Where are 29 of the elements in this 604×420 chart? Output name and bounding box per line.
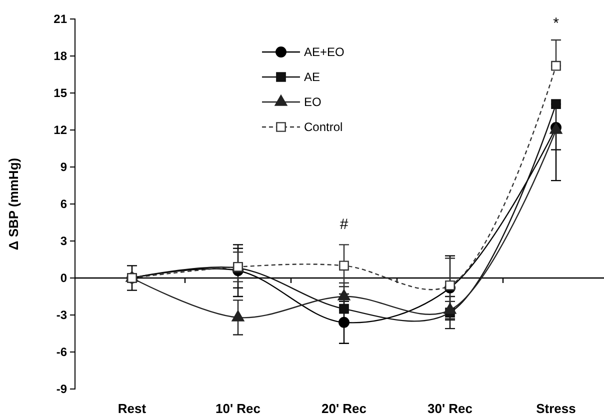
point — [339, 304, 349, 314]
point — [445, 280, 455, 290]
y-tick-label: 18 — [54, 48, 68, 63]
legend-label: AE+EO — [304, 45, 344, 59]
y-tick-label: 12 — [54, 122, 68, 137]
annotation: # — [340, 216, 349, 233]
y-tick-label: 15 — [54, 86, 68, 100]
point — [551, 99, 561, 110]
legend-label: AE — [304, 70, 320, 84]
x-tick-label: 10' Rec — [215, 401, 261, 416]
y-tick-label: 6 — [60, 196, 68, 211]
y-tick-label: -3 — [56, 308, 68, 322]
y-tick-label: -6 — [56, 344, 68, 359]
y-tick-label: 3 — [60, 234, 68, 248]
legend-label: EO — [304, 95, 322, 109]
x-tick-label: Stress — [536, 401, 576, 416]
annotation: * — [553, 14, 560, 32]
legend-label: Control — [304, 120, 343, 134]
x-tick-label: 30' Rec — [427, 401, 473, 416]
y-tick-label: 0 — [60, 270, 68, 285]
y-tick-label: 21 — [54, 12, 68, 26]
x-tick-label: 20' Rec — [321, 401, 367, 416]
point — [551, 60, 561, 71]
point — [338, 316, 350, 328]
y-axis-title: Δ SBP (mmHg) — [6, 158, 21, 250]
y-tick-label: -9 — [56, 382, 68, 396]
x-tick-label: Rest — [118, 401, 147, 416]
y-tick-label: 9 — [60, 160, 68, 174]
point — [339, 260, 349, 271]
